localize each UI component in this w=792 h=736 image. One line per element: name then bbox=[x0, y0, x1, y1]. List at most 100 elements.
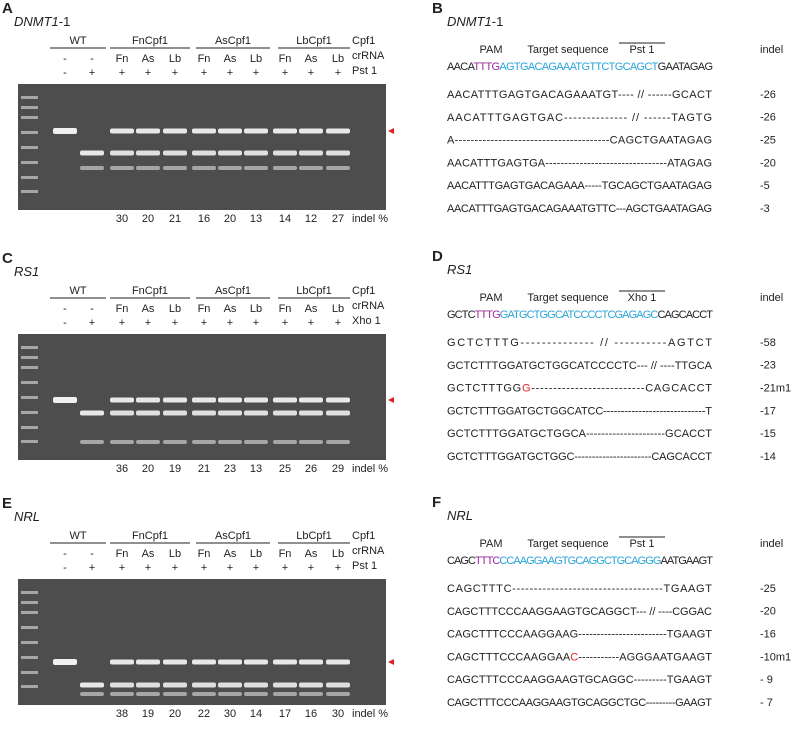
panel-letter: E bbox=[2, 495, 12, 512]
indel-percent: 20 bbox=[224, 213, 236, 225]
crrna-label: Lb bbox=[169, 548, 181, 560]
enzyme-label: + bbox=[89, 562, 95, 574]
sequence-segment: CAGCTTTCCCAAGGAA bbox=[447, 651, 571, 663]
indel-percent: 22 bbox=[198, 708, 210, 720]
ladder-band bbox=[21, 685, 38, 688]
crrna-label: As bbox=[142, 303, 155, 315]
sequence-segment: TTTG bbox=[475, 309, 501, 321]
enzyme-label: + bbox=[282, 317, 288, 329]
gel-band bbox=[299, 692, 323, 696]
gel-band bbox=[192, 682, 216, 688]
ladder-band bbox=[21, 601, 38, 604]
crrna-label: Lb bbox=[169, 303, 181, 315]
ladder-band bbox=[21, 190, 38, 193]
gel-band bbox=[218, 128, 242, 134]
indel-percent: 13 bbox=[250, 213, 262, 225]
gel-band bbox=[218, 410, 242, 416]
edited-sequence: AACATTTGAGTGACAGAAA-----TGCAGCTGAATAGAG bbox=[447, 180, 712, 192]
group-label: FnCpf1 bbox=[132, 35, 168, 47]
indel-value: -14 bbox=[760, 451, 776, 463]
cut-marker bbox=[388, 397, 394, 403]
indel-value: - 7 bbox=[760, 697, 773, 709]
indel-value: -25 bbox=[760, 135, 776, 147]
group-label: FnCpf1 bbox=[132, 530, 168, 542]
crrna-label: Fn bbox=[116, 303, 129, 315]
gel-band bbox=[53, 397, 77, 403]
edited-sequence: GCTCTTTGGATGCTGGC----------------------C… bbox=[447, 451, 712, 463]
crrna-label: Lb bbox=[250, 53, 262, 65]
row-label: crRNA bbox=[352, 300, 385, 312]
ladder-band bbox=[21, 411, 38, 414]
gel-band bbox=[136, 440, 160, 444]
indel-percent: 16 bbox=[305, 708, 317, 720]
crrna-label: As bbox=[224, 53, 237, 65]
ladder-band bbox=[21, 611, 38, 614]
ladder-band bbox=[21, 381, 38, 384]
edited-sequence: CAGCTTTCCCAAGGAAC-----------AGGGAATGAAGT bbox=[447, 651, 712, 663]
gel-band bbox=[299, 440, 323, 444]
indel-percent: 30 bbox=[116, 213, 128, 225]
gel-band bbox=[326, 682, 350, 688]
gel-band bbox=[326, 128, 350, 134]
indel-percent: 14 bbox=[279, 213, 291, 225]
enzyme-label: + bbox=[282, 67, 288, 79]
crrna-label: Lb bbox=[332, 548, 344, 560]
ladder-band bbox=[21, 671, 38, 674]
enzyme-label: + bbox=[145, 562, 151, 574]
gene-name: DNMT1 bbox=[447, 14, 492, 29]
title-suffix: -1 bbox=[59, 14, 71, 29]
gel-band bbox=[136, 682, 160, 688]
gel-band bbox=[136, 410, 160, 416]
gel-band bbox=[163, 692, 187, 696]
indel-percent: 29 bbox=[332, 463, 344, 475]
enzyme-label: + bbox=[282, 562, 288, 574]
gel-band bbox=[163, 128, 187, 134]
enzyme-label: + bbox=[335, 317, 341, 329]
crrna-label: Lb bbox=[250, 303, 262, 315]
enzyme-site-label: Pst 1 bbox=[629, 44, 654, 56]
indel-percent: 30 bbox=[332, 708, 344, 720]
indel-label: indel % bbox=[352, 463, 388, 475]
gel-band bbox=[53, 128, 77, 134]
panel-letter: B bbox=[432, 0, 443, 17]
gel-band bbox=[163, 150, 187, 156]
gel-band bbox=[192, 166, 216, 170]
row-label: crRNA bbox=[352, 50, 385, 62]
enzyme-label: - bbox=[63, 67, 67, 79]
enzyme-label: + bbox=[201, 562, 207, 574]
gel-band bbox=[273, 692, 297, 696]
sequence-segment: CAGCTTTCCCAAGGAAGTGCAGGC---------TGAAGT bbox=[447, 674, 712, 686]
enzyme-label: - bbox=[63, 562, 67, 574]
gel-band bbox=[218, 150, 242, 156]
crrna-label: Fn bbox=[198, 303, 211, 315]
gel-band bbox=[218, 682, 242, 688]
indel-value: -20 bbox=[760, 157, 776, 169]
crrna-label: Fn bbox=[116, 53, 129, 65]
ladder-band bbox=[21, 656, 38, 659]
gel-band bbox=[136, 150, 160, 156]
sequence-segment: CAGCACCT bbox=[657, 309, 713, 321]
enzyme-label: + bbox=[89, 317, 95, 329]
enzyme-label: + bbox=[253, 67, 259, 79]
gel-band bbox=[244, 128, 268, 134]
title-suffix: -1 bbox=[492, 14, 504, 29]
indel-header: indel bbox=[760, 44, 783, 56]
indel-percent: 20 bbox=[169, 708, 181, 720]
gel-band bbox=[299, 128, 323, 134]
enzyme-label: + bbox=[227, 317, 233, 329]
edited-sequence: GCTCTTTG-------------- // ----------AGTC… bbox=[447, 337, 712, 349]
enzyme-site-label: Pst 1 bbox=[629, 538, 654, 550]
pam-label: PAM bbox=[479, 44, 502, 56]
enzyme-label: + bbox=[172, 562, 178, 574]
indel-percent: 12 bbox=[305, 213, 317, 225]
ladder-band bbox=[21, 106, 38, 109]
gel-image bbox=[18, 84, 386, 210]
gel-band bbox=[273, 659, 297, 665]
ladder-band bbox=[21, 176, 38, 179]
ladder-band bbox=[21, 366, 38, 369]
sequence-segment: GCTC bbox=[447, 309, 476, 321]
gel-band bbox=[326, 692, 350, 696]
gel-band bbox=[80, 440, 104, 444]
indel-value: -25 bbox=[760, 583, 776, 595]
indel-value: -16 bbox=[760, 629, 776, 641]
